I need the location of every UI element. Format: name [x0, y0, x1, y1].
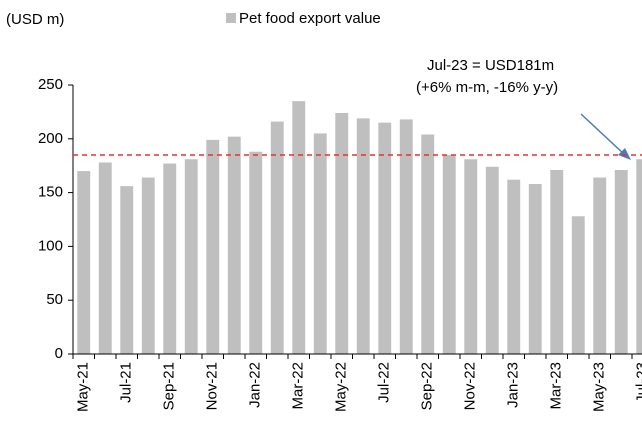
x-tick-label: Jan-22 [247, 362, 264, 408]
y-tick-label: 200 [38, 130, 63, 147]
x-tick-label: Mar-22 [290, 362, 307, 410]
x-tick-label: Jan-23 [505, 362, 522, 408]
bar [313, 133, 327, 354]
bar [249, 151, 263, 354]
x-tick-label: Sep-21 [161, 362, 178, 410]
x-tick-label: May-22 [333, 362, 350, 412]
x-tick-label: May-23 [591, 362, 608, 412]
bar [528, 183, 542, 354]
x-tick-label: Jul-21 [118, 362, 135, 403]
annotation: Jul-23 = USD181m [427, 57, 554, 74]
bar [464, 159, 478, 354]
x-tick-label: Jul-22 [376, 362, 393, 403]
bar [571, 216, 585, 354]
annotation: (+6% m-m, -16% y-y) [416, 79, 558, 96]
x-tick-label: Nov-22 [462, 362, 479, 410]
bar [399, 119, 413, 354]
y-tick-label: 250 [38, 76, 63, 93]
arrow-head [618, 148, 631, 160]
x-tick-label: May-21 [75, 362, 92, 412]
x-tick-label: Nov-21 [204, 362, 221, 410]
bar [378, 122, 392, 354]
bar [184, 159, 198, 354]
bar [550, 170, 564, 354]
y-tick-label: 150 [38, 184, 63, 201]
annotation-arrow [580, 113, 626, 156]
bar [227, 136, 241, 354]
bar [593, 177, 607, 354]
bar [163, 163, 177, 354]
bar [507, 179, 521, 354]
bar [141, 177, 155, 354]
bar [270, 121, 284, 354]
bar [485, 166, 499, 354]
x-tick-label: Jul-23 [634, 362, 642, 403]
bar [614, 170, 628, 354]
y-tick-label: 50 [46, 291, 63, 308]
bar [335, 112, 349, 354]
legend-label: Pet food export value [239, 10, 381, 27]
y-tick-label: 0 [55, 345, 63, 362]
y-tick-label: 100 [38, 237, 63, 254]
bar [442, 154, 456, 354]
bar [98, 162, 112, 354]
x-tick-label: Mar-23 [548, 362, 565, 410]
bar [77, 171, 91, 354]
legend-swatch [226, 13, 236, 23]
bar [421, 134, 435, 354]
y-axis-label: (USD m) [6, 11, 64, 28]
bar [356, 118, 370, 354]
bar [120, 186, 134, 354]
x-tick-label: Sep-22 [419, 362, 436, 410]
bar [206, 139, 220, 354]
bar [292, 101, 306, 354]
bar [636, 159, 642, 354]
